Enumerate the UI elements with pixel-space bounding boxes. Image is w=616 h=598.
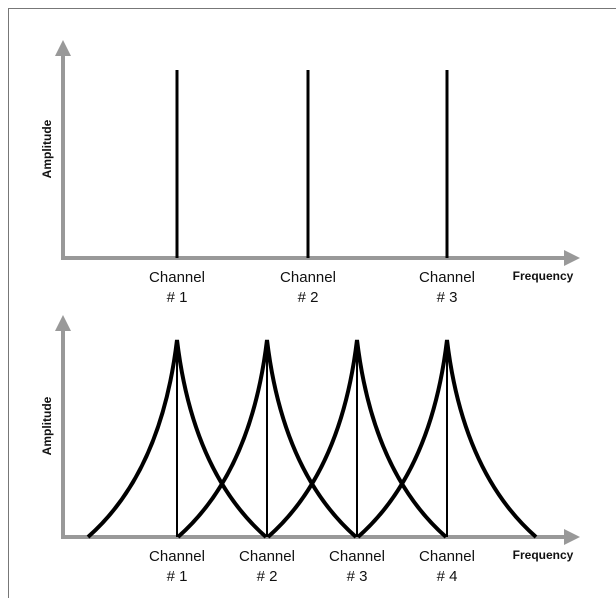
channel-number: # 2: [257, 568, 278, 585]
channel-curve: [176, 339, 358, 539]
channel-label: Channel: [149, 269, 205, 286]
channel-label: Channel: [280, 269, 336, 286]
channel-curve: [86, 339, 268, 539]
channel-number: # 3: [437, 289, 458, 306]
channel-curve: [266, 339, 448, 539]
y-axis-label: Amplitude: [40, 119, 54, 178]
frame: [8, 8, 616, 598]
x-axis-label: Frequency: [513, 269, 574, 283]
channel-label: Channel: [149, 548, 205, 565]
channel-number: # 1: [167, 289, 188, 306]
x-axis-label: Frequency: [513, 548, 574, 562]
channel-number: # 2: [298, 289, 319, 306]
channel-curve: [356, 339, 538, 539]
channel-number: # 3: [347, 568, 368, 585]
y-axis-label: Amplitude: [40, 396, 54, 455]
channel-label: Channel: [419, 548, 475, 565]
channel-number: # 4: [437, 568, 458, 585]
channel-label: Channel: [329, 548, 385, 565]
channel-label: Channel: [239, 548, 295, 565]
channel-label: Channel: [419, 269, 475, 286]
channel-number: # 1: [167, 568, 188, 585]
